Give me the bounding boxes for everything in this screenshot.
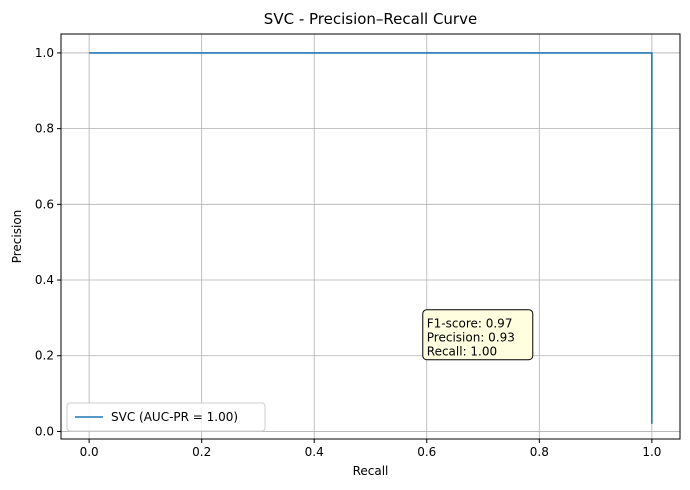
y-axis-label: Precision [10,210,24,264]
x-axis-label: Recall [353,464,389,478]
annotation-box [422,309,534,361]
y-tick-label: 0.6 [35,197,54,211]
annotation-text: F1-score: 0.97 [427,317,513,331]
y-tick-label: 1.0 [35,46,54,60]
y-tick-label: 0.2 [35,349,54,363]
y-tick-label: 0.0 [35,424,54,438]
chart-title: SVC - Precision–Recall Curve [264,10,477,28]
grid [61,34,680,439]
legend: SVC (AUC-PR = 1.00) [66,402,266,432]
x-tick-label: 0.0 [80,445,99,459]
legend-box [66,402,266,432]
y-tick-label: 0.4 [35,273,54,287]
series-layer [89,52,653,424]
x-tick-label: 0.8 [530,445,549,459]
ticks: 0.0 0.2 0.4 0.6 0.8 1.0 0.0 0.2 0.4 0.6 0.8 1.0 [35,46,662,459]
series-line [89,52,653,424]
legend-label: SVC (AUC-PR = 1.00) [111,410,238,424]
x-tick-label: 0.4 [305,445,324,459]
x-tick-label: 0.2 [192,445,211,459]
annotation-text: Precision: 0.93 [427,331,515,345]
annotation-text: Recall: 1.00 [427,345,497,359]
y-tick-label: 0.8 [35,122,54,136]
axes-frame [60,33,681,440]
x-tick-label: 1.0 [642,445,661,459]
x-tick-label: 0.6 [417,445,436,459]
